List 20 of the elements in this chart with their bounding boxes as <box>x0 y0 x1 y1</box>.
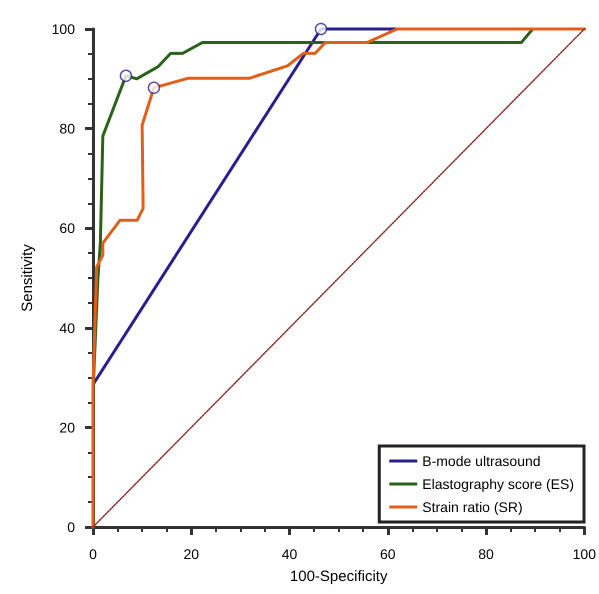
y-tick-label: 40 <box>59 320 76 336</box>
y-tick-label: 0 <box>67 519 76 535</box>
x-tick-label: 20 <box>183 546 200 562</box>
y-axis-title: Sensitivity <box>19 244 36 312</box>
point <box>120 70 132 82</box>
point <box>148 82 160 94</box>
legend-label: B-mode ultrasound <box>422 453 541 469</box>
y-tick-label: 100 <box>52 21 76 37</box>
x-tick-label: 60 <box>380 546 396 562</box>
y-tick-label: 20 <box>59 419 76 436</box>
x-tick-label: 40 <box>282 546 298 562</box>
legend-label: Strain ratio (SR) <box>422 499 523 515</box>
x-tick-label: 80 <box>478 546 494 562</box>
y-tick-label: 60 <box>59 220 76 236</box>
x-tick-label: 100 <box>572 546 596 562</box>
y-tick-label: 80 <box>59 120 76 137</box>
x-axis-title: 100-Specificity <box>290 568 388 585</box>
x-tick-label: 0 <box>89 546 98 562</box>
point <box>314 22 328 36</box>
legend-label: Elastography score (ES) <box>422 476 574 492</box>
